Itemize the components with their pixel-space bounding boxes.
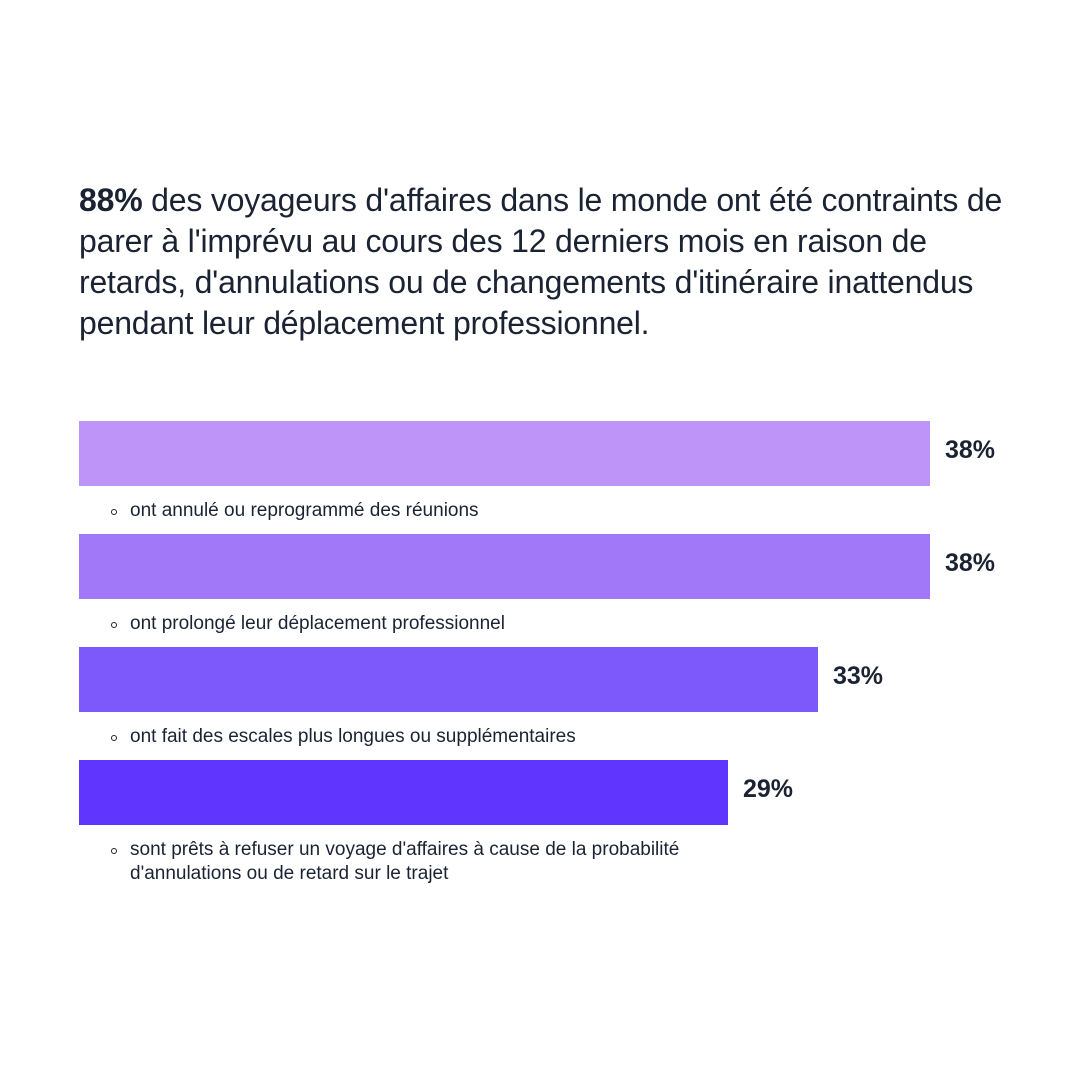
bar-value-label: 33% — [833, 662, 884, 690]
bar — [79, 760, 728, 825]
category-label: ont annulé ou reprogrammé des réunions — [130, 500, 479, 521]
bar — [79, 647, 818, 712]
bullet-icon — [111, 509, 117, 515]
headline-stat: 88% — [79, 182, 143, 218]
bar-value-label: 38% — [945, 549, 996, 577]
bullet-icon — [111, 848, 117, 854]
bullet-icon — [111, 735, 117, 741]
bar — [79, 534, 930, 599]
category-label: ont prolongé leur déplacement profession… — [130, 613, 505, 634]
bar-value-label: 29% — [743, 775, 794, 803]
headline-text: des voyageurs d'affaires dans le monde o… — [79, 182, 1003, 341]
headline: 88% des voyageurs d'affaires dans le mon… — [79, 180, 1019, 344]
bullet-icon — [111, 622, 117, 628]
category-label: sont prêts à refuser un voyage d'affaire… — [130, 839, 680, 884]
category-label: ont fait des escales plus longues ou sup… — [130, 726, 576, 747]
bar-value-label: 38% — [945, 436, 996, 464]
bar — [79, 421, 930, 486]
